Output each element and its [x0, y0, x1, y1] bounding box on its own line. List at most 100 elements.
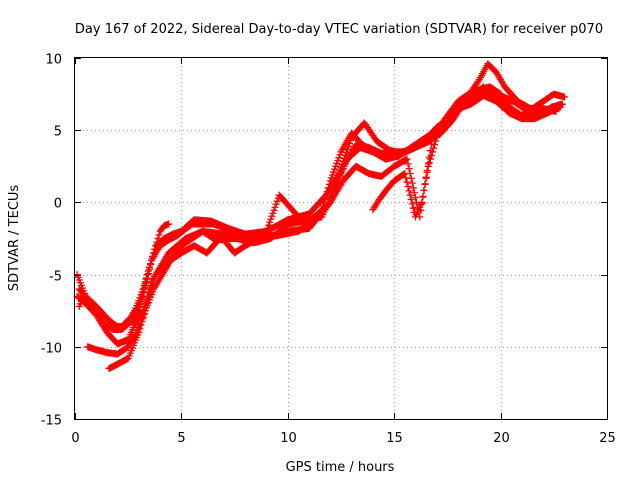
data-point — [138, 318, 146, 326]
data-point — [152, 242, 160, 250]
data-point — [344, 142, 352, 150]
data-point — [432, 137, 440, 145]
y-tick-label: 10 — [45, 53, 62, 68]
data-point — [144, 267, 152, 275]
data-point — [271, 203, 279, 211]
x-tick-label: 25 — [599, 431, 616, 446]
data-point — [407, 196, 415, 204]
data-point — [560, 93, 568, 101]
data-point — [422, 174, 430, 182]
data-point — [154, 235, 162, 242]
data-point — [347, 136, 355, 144]
data-point — [145, 292, 153, 300]
y-axis-label: SDTVAR / TECUs — [7, 185, 22, 292]
data-point — [420, 186, 428, 194]
data-point — [148, 285, 156, 293]
data-point — [145, 263, 153, 271]
data-point — [402, 174, 410, 182]
data-point — [270, 206, 278, 214]
data-point — [474, 77, 482, 85]
data-point — [143, 299, 151, 307]
data-point — [411, 194, 419, 202]
y-tick-label: -10 — [41, 342, 62, 357]
data-point — [430, 144, 438, 152]
data-point — [264, 224, 272, 232]
data-point — [423, 168, 431, 176]
data-point — [267, 215, 275, 223]
x-tick-label: 5 — [177, 431, 185, 446]
data-point — [401, 170, 409, 178]
y-tick-label: -15 — [41, 414, 62, 429]
series-arc-6 — [75, 220, 173, 331]
data-point — [261, 228, 269, 236]
data-point — [556, 103, 564, 111]
data-point — [148, 256, 156, 264]
data-point — [151, 245, 159, 253]
data-point — [137, 321, 145, 329]
x-tick-label: 15 — [386, 431, 403, 446]
data-point — [421, 180, 429, 188]
data-point — [343, 145, 351, 153]
data-point — [418, 198, 426, 206]
data-point — [406, 191, 414, 199]
data-point — [142, 274, 150, 282]
y-tick-label: -5 — [49, 270, 62, 285]
data-point — [404, 183, 412, 191]
data-point — [426, 155, 434, 163]
series-arc-7 — [369, 83, 488, 221]
data-point — [149, 281, 157, 289]
data-point — [150, 249, 158, 257]
data-point — [263, 227, 271, 235]
data-point — [425, 159, 433, 167]
data-point — [165, 220, 173, 228]
x-tick-label: 10 — [280, 431, 297, 446]
series-arc-5 — [105, 92, 564, 372]
data-point — [403, 155, 411, 163]
data-point — [140, 281, 148, 289]
data-point — [141, 307, 149, 315]
x-tick-label: 0 — [71, 431, 79, 446]
data-point — [265, 221, 273, 229]
data-point — [147, 260, 155, 268]
y-tick-label: 5 — [54, 125, 62, 140]
data-point — [144, 296, 152, 304]
data-point — [151, 274, 159, 282]
data-point — [155, 231, 163, 239]
data-point — [405, 187, 413, 195]
axis-ticks: 0 5 10 15 20 25 -15 -10 -5 0 5 10 — [41, 53, 616, 447]
data-point — [429, 148, 437, 156]
x-axis-label: GPS time / hours — [286, 460, 395, 475]
data-point — [419, 192, 427, 200]
chart-title: Day 167 of 2022, Sidereal Day-to-day VTE… — [75, 22, 603, 37]
data-point — [136, 325, 144, 333]
data-point — [431, 141, 439, 149]
data-point — [266, 218, 274, 226]
data-point — [405, 165, 413, 173]
data-point — [150, 278, 158, 286]
data-point — [140, 310, 148, 318]
data-point — [408, 200, 416, 208]
data-point — [273, 197, 281, 205]
data-point — [153, 238, 161, 246]
y-tick-label: 0 — [54, 197, 62, 212]
data-point — [403, 178, 411, 186]
x-tick-label: 20 — [493, 431, 510, 446]
data-point — [135, 328, 143, 336]
data-point — [346, 139, 354, 147]
data-point — [141, 278, 149, 286]
data-point — [404, 160, 412, 168]
data-points — [73, 60, 568, 372]
plot-frame — [74, 57, 608, 420]
data-point — [139, 285, 147, 293]
data-point — [424, 162, 432, 170]
data-point — [139, 314, 147, 322]
data-point — [400, 170, 408, 178]
data-point — [410, 189, 418, 197]
data-point — [408, 179, 416, 187]
data-point — [479, 84, 487, 92]
data-point — [147, 289, 155, 297]
data-point — [143, 271, 151, 279]
data-point — [409, 204, 417, 212]
